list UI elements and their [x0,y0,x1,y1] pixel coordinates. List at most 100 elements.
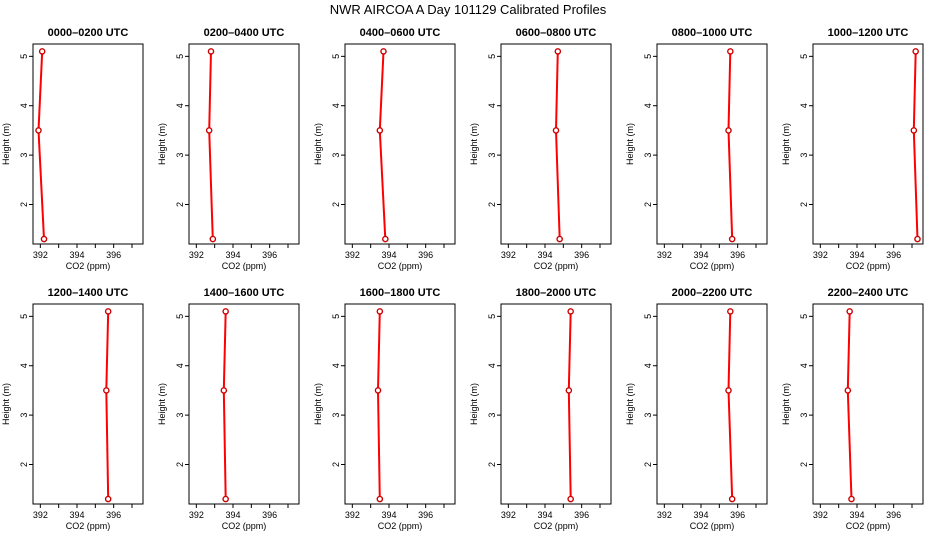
y-tick-label: 5 [175,54,185,59]
panel-title: 1600–1800 UTC [360,287,441,299]
y-tick-label: 4 [331,363,341,368]
profile-point [103,387,110,394]
panel-title: 1800–2000 UTC [516,287,597,299]
y-tick-label: 4 [799,103,809,108]
plot-frame [344,303,456,505]
x-axis-label: CO2 (ppm) [534,521,579,531]
y-tick-label: 4 [643,103,653,108]
plot-frame [32,303,144,505]
x-tick-label: 394 [69,250,84,260]
profile-point [848,495,855,503]
profile-point [207,48,215,55]
panel-title: 0600–0800 UTC [516,27,597,39]
x-tick-label: 396 [418,510,433,520]
profile-line [727,311,734,500]
y-tick-label: 4 [331,103,341,108]
panel-title: 2200–2400 UTC [828,287,909,299]
profile-point [728,495,736,503]
plot-frame [188,303,300,505]
profile-point [567,308,574,315]
profile-point [556,235,563,243]
profile-line [567,311,572,500]
profile-point [104,308,112,315]
profile-point [104,495,112,503]
x-axis-label: CO2 (ppm) [222,261,267,271]
y-tick-label: 3 [331,153,341,158]
y-axis-label: Height (m) [781,123,791,165]
y-tick-label: 5 [19,314,29,319]
x-tick-label: 392 [345,250,360,260]
y-axis-label: Height (m) [625,123,635,165]
plot-frame [188,43,300,245]
x-tick-label: 392 [345,510,360,520]
y-axis-label: Height (m) [625,383,635,425]
y-tick-label: 4 [175,103,185,108]
profile-point [914,235,921,243]
profile-point [222,308,229,315]
plot-frame [656,43,768,245]
y-axis-label: Height (m) [313,123,323,165]
profile-point [552,127,560,134]
x-tick-label: 396 [886,510,901,520]
profile-point [844,387,852,394]
y-axis-label: Height (m) [1,123,11,165]
y-axis-label: Height (m) [1,383,11,425]
y-axis-label: Height (m) [469,123,479,165]
plot-frame [344,43,456,245]
profile-point [725,127,732,134]
x-tick-label: 392 [501,250,516,260]
y-tick-label: 4 [19,103,29,108]
x-tick-label: 394 [537,250,552,260]
y-tick-label: 4 [175,363,185,368]
profile-point [374,387,382,394]
x-axis-label: CO2 (ppm) [690,521,735,531]
x-tick-label: 392 [813,510,828,520]
y-tick-label: 2 [331,462,341,467]
profile-point [35,127,42,134]
x-tick-label: 394 [225,510,240,520]
y-tick-label: 4 [487,103,497,108]
y-axis-label: Height (m) [781,383,791,425]
panel-title: 0000–0200 UTC [48,27,129,39]
profile-point [222,495,229,503]
x-tick-label: 392 [657,250,672,260]
x-axis-label: CO2 (ppm) [66,261,111,271]
y-tick-label: 3 [643,413,653,418]
y-tick-label: 5 [799,314,809,319]
x-tick-label: 394 [381,510,396,520]
y-tick-label: 3 [19,413,29,418]
profile-point [727,48,734,55]
y-tick-label: 2 [19,462,29,467]
profile-line [37,51,45,240]
y-tick-label: 2 [799,462,809,467]
y-tick-label: 5 [175,314,185,319]
y-tick-label: 3 [799,153,809,158]
profile-point [382,235,389,243]
profile-point [209,235,217,243]
x-tick-label: 396 [262,510,277,520]
x-tick-label: 392 [189,510,204,520]
panel-title: 0400–0600 UTC [360,27,441,39]
x-tick-label: 396 [574,510,589,520]
x-axis-label: CO2 (ppm) [534,261,579,271]
y-tick-label: 3 [487,153,497,158]
y-tick-label: 3 [175,413,185,418]
plot-frame [812,43,924,245]
profile-line [846,311,853,500]
y-tick-label: 3 [799,413,809,418]
y-tick-label: 2 [175,462,185,467]
x-tick-label: 394 [225,250,240,260]
profile-point [727,308,734,315]
profile-point [567,495,574,503]
profile-point [725,387,732,394]
panel-title: 0200–0400 UTC [204,27,285,39]
x-tick-label: 394 [849,510,864,520]
profile-point [728,235,736,243]
y-tick-label: 5 [331,314,341,319]
